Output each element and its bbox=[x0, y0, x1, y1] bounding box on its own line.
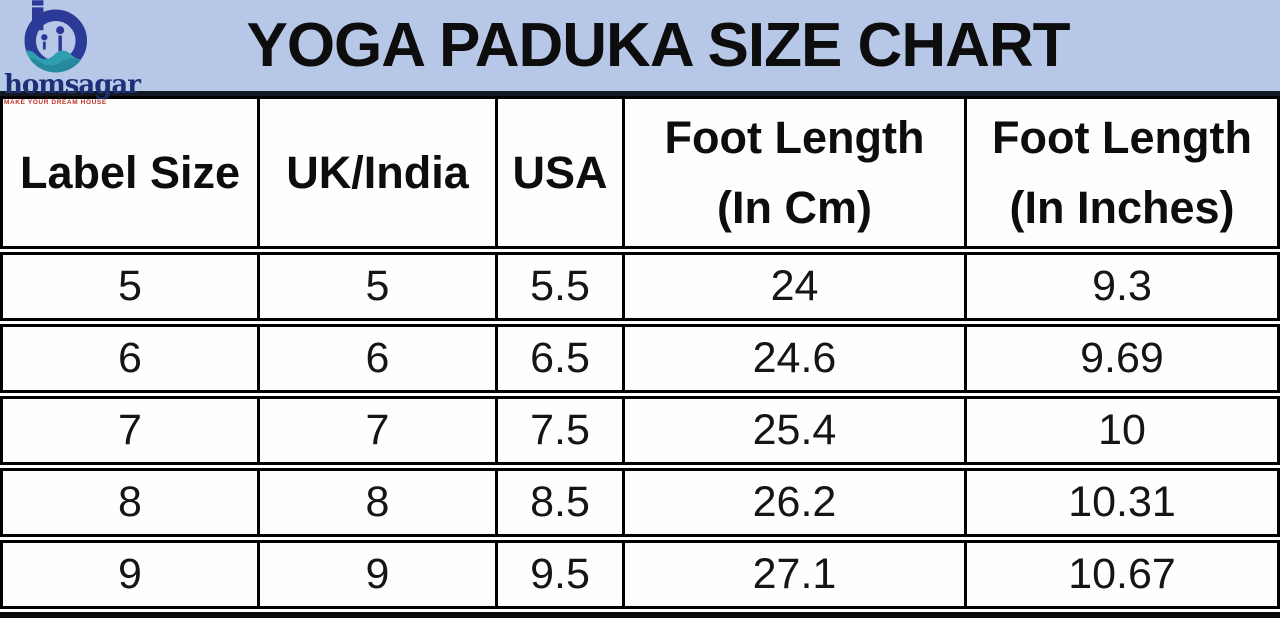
table-cell: 6.5 bbox=[495, 324, 625, 393]
page-title: YOGA PADUKA SIZE CHART bbox=[246, 11, 1070, 80]
table-cell: 10.67 bbox=[964, 540, 1280, 609]
table-cell: 7 bbox=[257, 396, 498, 465]
table-cell: 9.69 bbox=[964, 324, 1280, 393]
table-cell: 9.3 bbox=[964, 252, 1280, 321]
title-banner: YOGA PADUKA SIZE CHART bbox=[0, 0, 1280, 96]
column-header-text: Foot Length bbox=[664, 111, 925, 163]
table-cell: 25.4 bbox=[622, 396, 967, 465]
table-row: 7 7 7.5 25.4 10 bbox=[0, 396, 1280, 465]
table-cell: 8.5 bbox=[495, 468, 625, 537]
column-header-foot-length-cm: Foot Length (In Cm) bbox=[622, 96, 967, 249]
table-cell: 9 bbox=[0, 540, 260, 609]
table-cell: 7.5 bbox=[495, 396, 625, 465]
table-cell: 9 bbox=[257, 540, 498, 609]
column-header-text: Label Size bbox=[19, 146, 241, 198]
column-header-text: (In Inches) bbox=[1009, 181, 1235, 233]
table-row: 9 9 9.5 27.1 10.67 bbox=[0, 540, 1280, 609]
table-cell: 6 bbox=[0, 324, 260, 393]
table-cell: 7 bbox=[0, 396, 260, 465]
column-header-text: UK/India bbox=[286, 146, 469, 198]
table-cell: 26.2 bbox=[622, 468, 967, 537]
table-row: 5 5 5.5 24 9.3 bbox=[0, 252, 1280, 321]
size-chart-table: Label Size UK/India USA Foot Length (In … bbox=[0, 96, 1280, 609]
column-header-text: Foot Length bbox=[992, 111, 1252, 163]
table-cell: 10.31 bbox=[964, 468, 1280, 537]
table-row: 6 6 6.5 24.6 9.69 bbox=[0, 324, 1280, 393]
column-header-text: USA bbox=[512, 146, 608, 198]
column-header-uk-india: UK/India bbox=[257, 96, 498, 249]
column-header-usa: USA bbox=[495, 96, 625, 249]
table-cell: 5 bbox=[0, 252, 260, 321]
table-header-row: Label Size UK/India USA Foot Length (In … bbox=[0, 96, 1280, 249]
table-cell: 9.5 bbox=[495, 540, 625, 609]
table-cell: 8 bbox=[0, 468, 260, 537]
table-cell: 10 bbox=[964, 396, 1280, 465]
bottom-border-bar bbox=[0, 612, 1280, 618]
table-cell: 8 bbox=[257, 468, 498, 537]
table-cell: 5 bbox=[257, 252, 498, 321]
table-cell: 24.6 bbox=[622, 324, 967, 393]
table-cell: 6 bbox=[257, 324, 498, 393]
column-header-label-size: Label Size bbox=[0, 96, 260, 249]
table-cell: 27.1 bbox=[622, 540, 967, 609]
table-cell: 24 bbox=[622, 252, 967, 321]
column-header-foot-length-inches: Foot Length (In Inches) bbox=[964, 96, 1280, 249]
table-row: 8 8 8.5 26.2 10.31 bbox=[0, 468, 1280, 537]
table-cell: 5.5 bbox=[495, 252, 625, 321]
column-header-text: (In Cm) bbox=[717, 181, 872, 233]
